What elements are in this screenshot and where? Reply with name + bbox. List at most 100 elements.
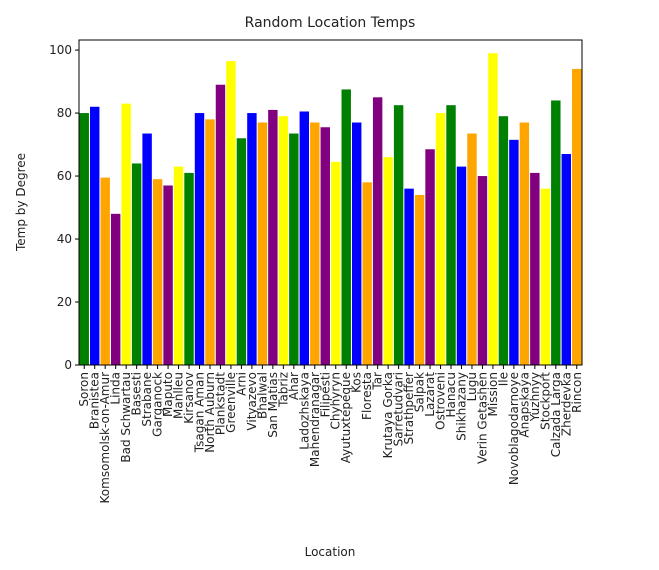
x-tick-label: Ahar <box>287 372 301 400</box>
bar <box>194 113 205 365</box>
x-tick-label: Shikhazany <box>454 372 468 441</box>
x-tick-label: Ladozhskaya <box>297 372 311 450</box>
x-tick-label: Manlleu <box>172 372 186 419</box>
x-tick-label: Filipesti <box>318 372 332 417</box>
x-tick-label: Sarretudvari <box>392 372 406 446</box>
bar <box>561 154 571 365</box>
x-tick-label: Bad Schwartau <box>119 372 133 463</box>
bar <box>268 109 278 366</box>
bar <box>435 113 446 365</box>
y-axis-label: Temp by Degree <box>14 153 28 252</box>
x-tick-label: Plankstadt <box>213 372 227 435</box>
bar <box>121 103 131 365</box>
x-tick-label: Mahendranagar <box>308 372 322 467</box>
x-tick-label: Ayutuxtepeque <box>339 372 353 463</box>
x-tick-label: Rincon <box>570 372 584 413</box>
x-tick-label: Mission <box>486 372 500 416</box>
bar <box>519 122 530 365</box>
bar <box>425 149 435 365</box>
bar <box>184 172 194 365</box>
bar <box>498 116 509 365</box>
x-tick-label: Strathpeffer <box>402 372 416 445</box>
x-tick-label: Chyhyryn <box>329 372 343 429</box>
bar <box>289 133 299 365</box>
bar <box>205 119 215 365</box>
bar <box>257 122 268 365</box>
x-tick-label: Calzada Larga <box>549 372 563 457</box>
x-tick-label: Kirsanov <box>182 372 196 424</box>
bar <box>509 139 519 365</box>
x-tick-label: Komsomolsk-on-Amur <box>98 372 112 504</box>
x-tick-label: Yuzhnyy <box>528 372 542 422</box>
bar <box>551 100 561 365</box>
x-tick-label: Lugu <box>465 372 479 401</box>
bar <box>530 172 540 365</box>
x-axis-label: Location <box>305 545 356 559</box>
x-tick-label: Stockport <box>538 372 552 430</box>
bar <box>247 113 257 365</box>
x-tick-label: Tar <box>371 372 385 391</box>
x-tick-label: Tsagan Aman <box>193 372 207 453</box>
bar <box>383 157 393 365</box>
bar <box>110 213 121 365</box>
x-tick-label: Salpak <box>413 372 427 412</box>
chart-title: Random Location Temps <box>245 15 416 31</box>
x-tick-label: Floresta <box>360 372 374 420</box>
bar <box>331 161 341 365</box>
x-tick-label: Novoblagodarnoye <box>507 372 521 485</box>
bar <box>372 97 383 366</box>
bar <box>320 127 330 366</box>
x-tick-label: Bhalwal <box>255 372 269 419</box>
bar <box>278 116 289 365</box>
x-tick-label: Vityazevo <box>245 372 259 431</box>
bar <box>163 185 173 365</box>
x-tick-label: Maputo <box>161 372 175 417</box>
bar <box>414 194 425 365</box>
x-tick-label: Ile <box>496 372 510 386</box>
x-tick-label: Krutaya Gorka <box>381 372 395 458</box>
y-tick-label: 100 <box>49 43 72 57</box>
y-tick-label: 80 <box>57 106 72 120</box>
bar <box>488 53 498 365</box>
bar <box>100 177 110 365</box>
bar <box>226 61 236 366</box>
bar <box>79 113 89 365</box>
bar <box>173 166 184 365</box>
bar <box>540 188 551 365</box>
bar <box>131 163 142 365</box>
y-tick-label: 40 <box>57 232 72 246</box>
bar <box>90 106 100 366</box>
y-tick-label: 20 <box>57 295 72 309</box>
bar <box>299 111 310 366</box>
bar <box>362 182 372 365</box>
bar <box>446 105 456 365</box>
x-tick-label: Garganock <box>151 372 165 437</box>
x-tick-label: Kos <box>350 372 364 393</box>
bar <box>572 68 582 365</box>
y-tick-label: 60 <box>57 169 72 183</box>
x-tick-label: Hanacu <box>444 372 458 418</box>
bar <box>341 89 351 365</box>
x-tick-label: Branistea <box>88 372 102 429</box>
x-tick-label: Verin Getashen <box>475 372 489 464</box>
x-tick-label: North Auburn <box>203 372 217 453</box>
x-tick-label: Anapskaya <box>517 372 531 438</box>
y-tick-label: 0 <box>64 358 72 372</box>
bar <box>351 122 362 365</box>
x-tick-label: Greenville <box>224 372 238 433</box>
x-tick-label: Basesti <box>130 372 144 416</box>
x-tick-label: Soron <box>77 372 91 407</box>
bar <box>215 84 226 365</box>
bar <box>477 176 488 365</box>
x-tick-label: Lazarat <box>423 372 437 417</box>
x-tick-label: San Matias <box>266 372 280 438</box>
x-tick-label: Strabane <box>140 372 154 427</box>
bar <box>393 105 404 365</box>
bar <box>236 138 247 365</box>
bar <box>456 166 467 365</box>
bar <box>142 133 152 365</box>
x-tick-label: Ostroveni <box>434 372 448 430</box>
x-tick-label: Tabriz <box>276 372 290 408</box>
plot-frame <box>78 39 583 366</box>
